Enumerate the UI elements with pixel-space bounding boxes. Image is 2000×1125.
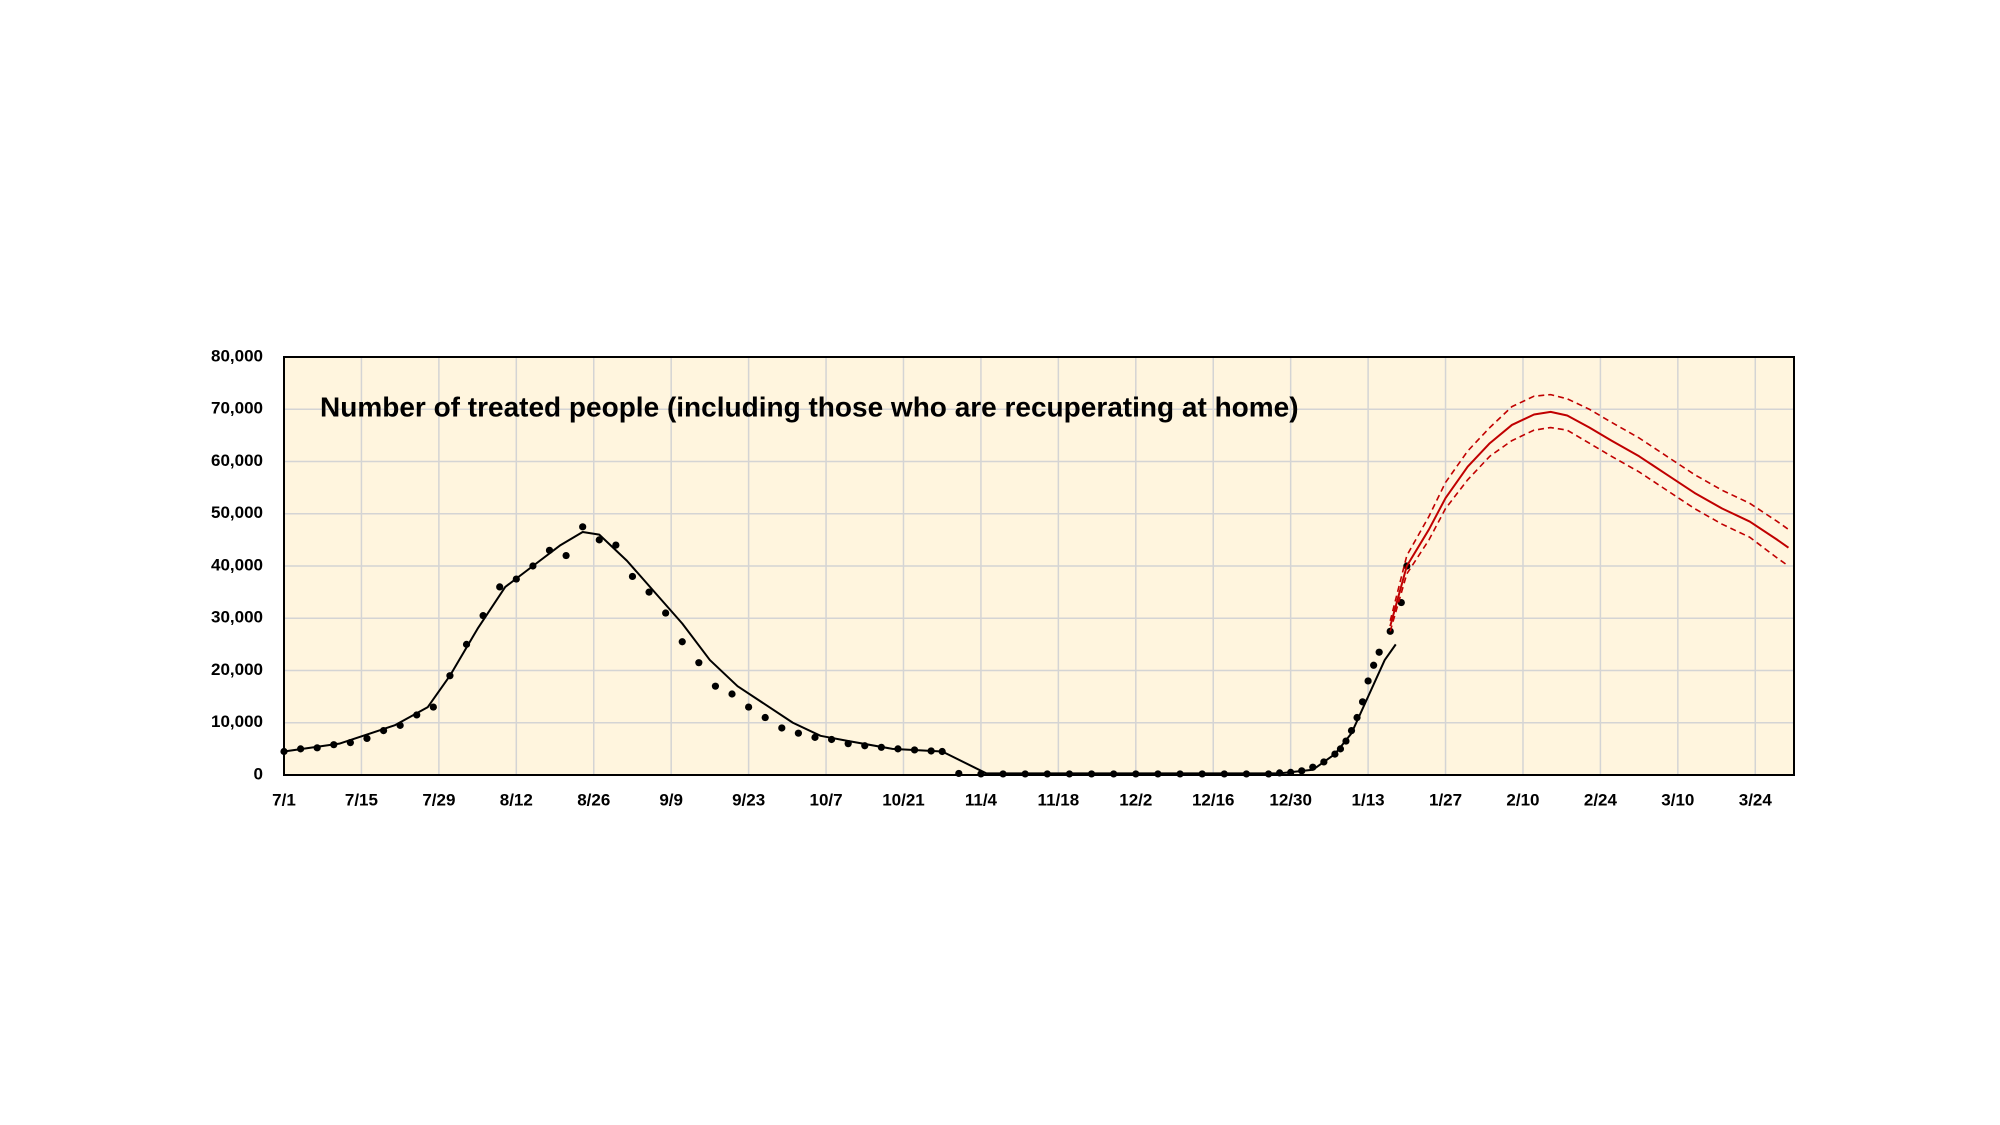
data-point (429, 703, 437, 711)
data-point (794, 729, 802, 737)
x-tick-label: 7/1 (272, 790, 296, 809)
y-tick-label: 10,000 (211, 712, 263, 731)
data-point (811, 733, 819, 741)
bound-line (1389, 393, 1789, 622)
data-point (562, 551, 570, 560)
x-tick-label: 9/23 (732, 790, 765, 809)
x-tick-label: 8/12 (500, 790, 533, 809)
y-tick-label: 0 (254, 764, 263, 783)
data-point (496, 583, 504, 591)
x-tick-label: 12/2 (1119, 790, 1152, 809)
data-point (745, 703, 753, 711)
trend-line (283, 531, 1397, 775)
data-point (645, 588, 653, 596)
x-tick-label: 10/7 (810, 790, 843, 809)
data-point (595, 536, 603, 544)
x-tick-label: 2/24 (1584, 790, 1618, 809)
data-point (579, 523, 587, 531)
x-tick-label: 8/26 (577, 790, 610, 809)
x-tick-label: 7/29 (422, 790, 455, 809)
plot-border (283, 356, 1795, 776)
data-point (761, 713, 769, 722)
data-point (1364, 677, 1372, 685)
data-point (612, 541, 620, 549)
x-tick-label: 9/9 (659, 790, 683, 809)
bound-line (1389, 426, 1789, 632)
data-point (1370, 661, 1378, 669)
chart-title: Number of treated people (including thos… (320, 391, 1299, 422)
y-tick-label: 80,000 (211, 346, 263, 365)
data-point (1375, 648, 1383, 656)
y-tick-label: 30,000 (211, 608, 263, 627)
data-point (363, 734, 371, 743)
y-tick-label: 40,000 (211, 555, 263, 574)
x-tick-label: 10/21 (882, 790, 925, 809)
data-point (711, 682, 720, 690)
data-point (678, 638, 686, 646)
data-point (695, 659, 703, 667)
data-point (628, 572, 637, 581)
y-tick-label: 50,000 (211, 503, 263, 522)
y-tick-label: 20,000 (211, 660, 263, 679)
x-tick-label: 7/15 (345, 790, 378, 809)
x-tick-label: 11/18 (1038, 790, 1080, 809)
trend-line (1389, 410, 1790, 627)
x-tick-label: 2/10 (1506, 790, 1539, 809)
data-point (728, 690, 736, 698)
x-tick-label: 12/30 (1269, 790, 1312, 809)
data-point (1386, 627, 1394, 635)
data-point (778, 724, 786, 732)
x-tick-label: 1/27 (1429, 790, 1462, 809)
x-tick-label: 3/10 (1661, 790, 1694, 809)
x-tick-label: 12/16 (1192, 790, 1235, 809)
x-tick-label: 11/4 (965, 790, 998, 809)
x-tick-label: 1/13 (1352, 790, 1385, 809)
y-tick-label: 70,000 (211, 399, 263, 418)
x-tick-label: 3/24 (1739, 790, 1773, 809)
y-tick-label: 60,000 (211, 451, 263, 470)
data-point (662, 609, 670, 617)
